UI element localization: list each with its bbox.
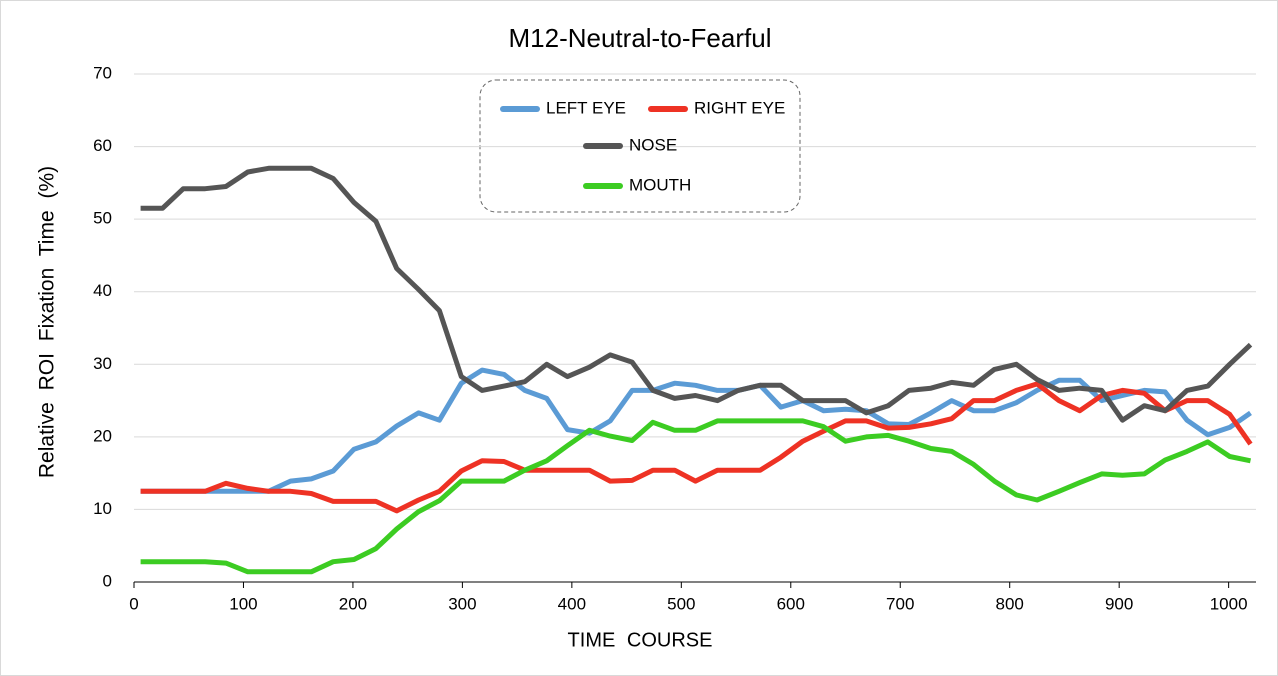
line-series	[140, 367, 1252, 494]
line-series	[140, 381, 1253, 514]
x-tick-label: 1000	[1210, 594, 1248, 613]
x-tick-label: 900	[1105, 594, 1133, 613]
line-series	[140, 165, 1253, 423]
legend-label: RIGHT EYE	[694, 98, 785, 117]
x-axis-label: TIME COURSE	[568, 629, 713, 651]
x-tick-label: 700	[886, 594, 914, 613]
y-tick-label: 20	[93, 426, 112, 445]
legend-label: MOUTH	[629, 175, 691, 194]
y-tick-label: 70	[93, 63, 112, 82]
y-axis-label: Relative ROI Fixation Time (%)	[36, 166, 59, 478]
x-tick-label: 800	[996, 594, 1024, 613]
x-tick-label: 600	[777, 594, 805, 613]
x-tick-label: 400	[558, 594, 586, 613]
y-tick-label: 0	[103, 571, 112, 590]
legend-label: NOSE	[629, 135, 677, 154]
x-tick-label: 200	[339, 594, 367, 613]
y-tick-label: 60	[93, 136, 112, 155]
legend-box	[479, 79, 801, 213]
x-tick-label: 300	[448, 594, 476, 613]
chart-title: M12-Neutral-to-Fearful	[509, 23, 772, 53]
line-series	[140, 418, 1252, 575]
y-tick-label: 10	[93, 499, 112, 518]
y-tick-label: 50	[93, 209, 112, 228]
x-tick-label: 0	[129, 594, 138, 613]
y-tick-label: 40	[93, 281, 112, 300]
y-tick-label: 30	[93, 354, 112, 373]
x-tick-label: 100	[229, 594, 257, 613]
x-tick-label: 500	[667, 594, 695, 613]
legend-label: LEFT EYE	[546, 98, 626, 117]
